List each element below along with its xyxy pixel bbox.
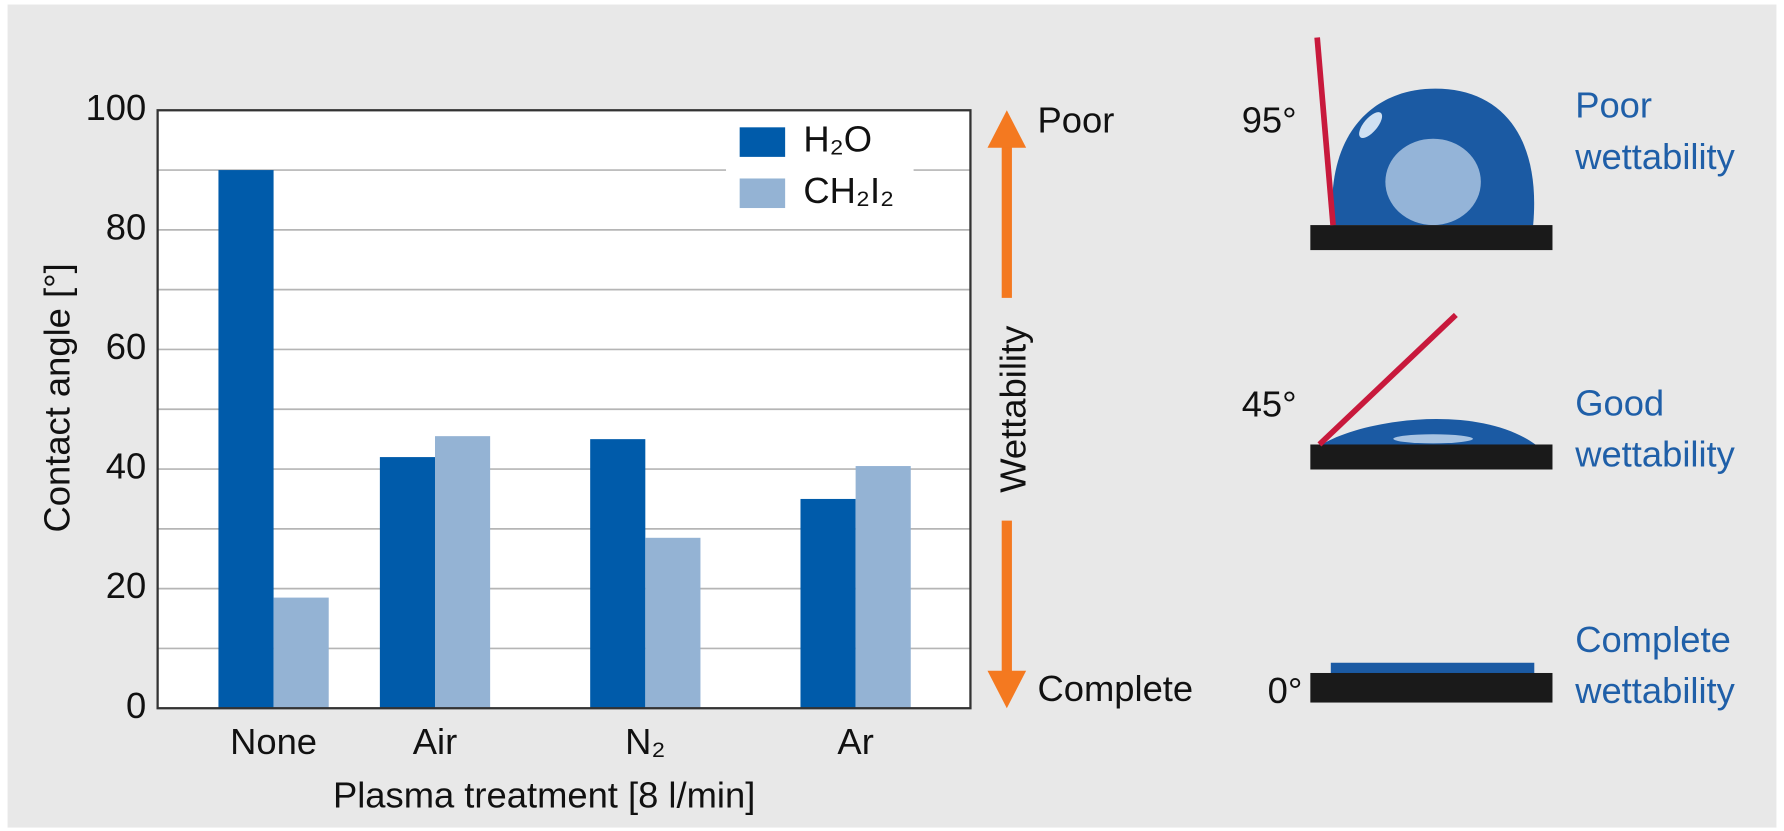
bar: [590, 439, 645, 708]
page: {"chart_data": {"type": "bar", "categori…: [0, 0, 1784, 831]
caption: wettability: [1574, 670, 1735, 711]
legend-label: CH₂I₂: [803, 170, 894, 211]
x-tick-label: N₂: [625, 721, 665, 762]
angle-label: 95°: [1242, 99, 1297, 140]
angle-label: 45°: [1242, 384, 1297, 425]
y-tick-label: 40: [106, 446, 146, 487]
y-tick-label: 80: [106, 206, 146, 247]
caption: Good: [1575, 382, 1664, 423]
bar: [435, 436, 490, 708]
x-axis-label: Plasma treatment [8 l/min]: [333, 775, 755, 816]
bar: [274, 598, 329, 709]
y-axis-label: Contact angle [°]: [36, 263, 77, 532]
angle-label: 0°: [1268, 670, 1303, 711]
chart: H₂O CH₂I₂ Contact angle [°] Plasma treatm…: [0, 0, 1784, 831]
caption: wettability: [1574, 136, 1735, 177]
legend-swatch: [740, 127, 785, 157]
x-tick-label: None: [230, 721, 317, 762]
bar: [218, 170, 273, 708]
droplet-0: [1310, 663, 1552, 703]
caption: Complete: [1575, 619, 1731, 660]
scale-bottom: Complete: [1038, 668, 1194, 709]
legend-label: H₂O: [803, 119, 872, 160]
x-tick-label: Ar: [837, 721, 873, 762]
y-tick-label: 20: [106, 565, 146, 606]
bar: [645, 538, 700, 708]
bar: [856, 466, 911, 708]
scale-top: Poor: [1038, 99, 1115, 140]
y-tick-label: 60: [106, 326, 146, 367]
bar: [800, 499, 855, 708]
bar: [380, 457, 435, 708]
y-tick-label: 0: [126, 685, 146, 726]
legend-swatch: [740, 178, 785, 208]
y-tick-label: 100: [86, 87, 147, 128]
caption: Poor: [1575, 85, 1652, 126]
caption: wettability: [1574, 434, 1735, 475]
wettability-label: Wettability: [993, 325, 1034, 493]
x-tick-label: Air: [413, 721, 457, 762]
